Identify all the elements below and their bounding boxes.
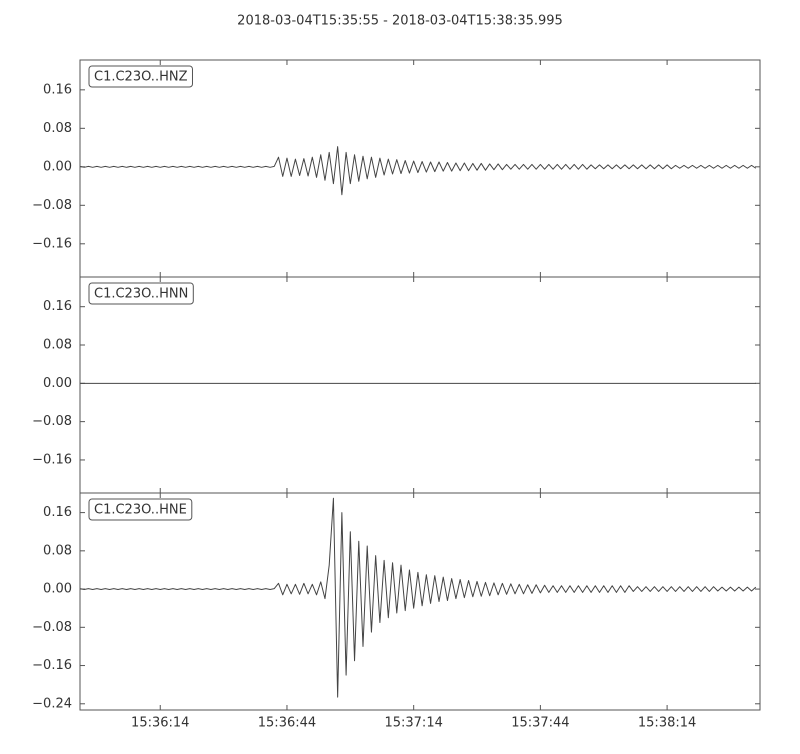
trace-group xyxy=(80,497,757,698)
y-tick-label: −0.08 xyxy=(32,620,72,635)
panel-frame xyxy=(79,492,761,711)
y-tick-label: 0.16 xyxy=(43,82,72,97)
y-tick-label: 0.00 xyxy=(43,582,72,597)
channel-label: C1.C23O..HNN xyxy=(94,287,188,302)
x-tick-label: 15:36:44 xyxy=(258,716,316,731)
channel-label: C1.C23O..HNE xyxy=(94,503,187,518)
x-tick-label: 15:37:14 xyxy=(384,716,442,731)
channel-label-box xyxy=(88,282,194,305)
y-tick-label: 0.16 xyxy=(43,505,72,520)
y-tick-label: 0.00 xyxy=(43,159,72,174)
panel-frame xyxy=(79,276,761,494)
y-tick-label: −0.16 xyxy=(32,452,72,467)
channel-label-box xyxy=(88,498,193,521)
trace-group xyxy=(80,146,757,196)
y-tick-label: 0.16 xyxy=(43,299,72,314)
waveform xyxy=(80,497,757,698)
x-tick-label: 15:37:44 xyxy=(511,716,569,731)
y-tick-label: −0.08 xyxy=(32,414,72,429)
waveform xyxy=(80,146,757,196)
y-tick-label: 0.00 xyxy=(43,376,72,391)
channel-label-box xyxy=(88,65,193,88)
y-tick-label: −0.08 xyxy=(32,198,72,213)
y-tick-label: 0.08 xyxy=(43,543,72,558)
x-tick-label: 15:36:14 xyxy=(131,716,189,731)
y-tick-label: 0.08 xyxy=(43,338,72,353)
channel-label: C1.C23O..HNZ xyxy=(94,70,188,85)
figure-title: 2018-03-04T15:35:55 - 2018-03-04T15:38:3… xyxy=(237,14,563,29)
y-tick-label: −0.24 xyxy=(32,696,72,711)
y-tick-label: −0.16 xyxy=(32,658,72,673)
panel-frame xyxy=(79,59,761,278)
x-tick-label: 15:38:14 xyxy=(638,716,696,731)
y-tick-label: 0.08 xyxy=(43,121,72,136)
y-tick-label: −0.16 xyxy=(32,236,72,251)
